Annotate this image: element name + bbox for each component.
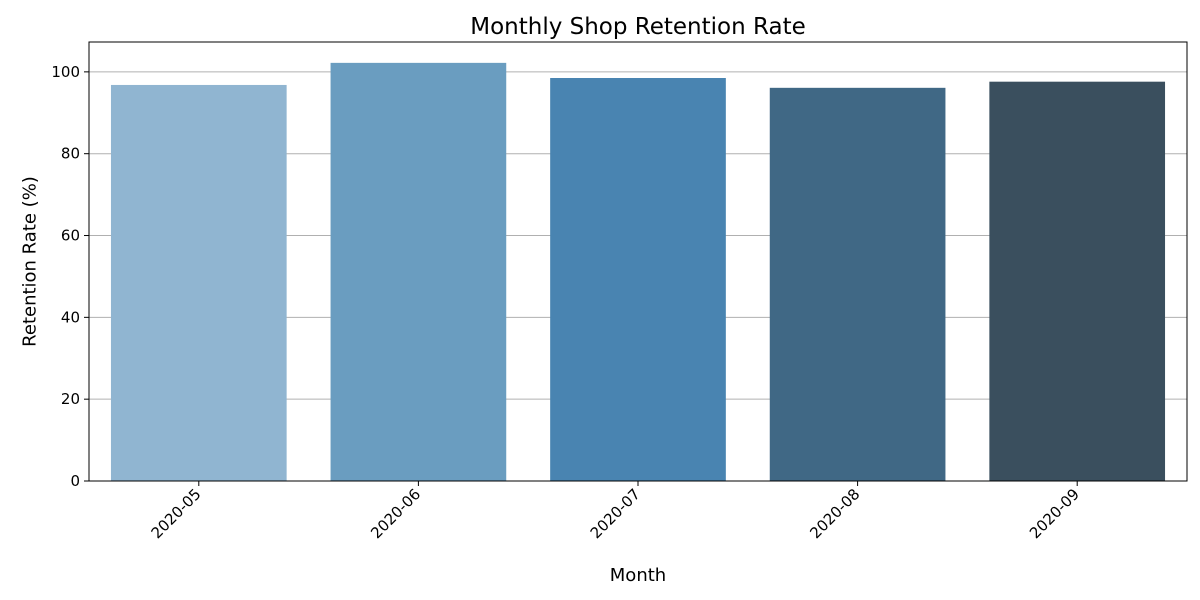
x-axis-title: Month (610, 565, 666, 586)
y-tick-label: 0 (70, 472, 80, 490)
y-axis-ticks: 0 20 40 60 80 100 (51, 63, 89, 490)
bar-2020-08 (769, 87, 946, 481)
y-tick-label: 20 (61, 390, 80, 408)
y-tick-label: 80 (61, 145, 80, 163)
bar-2020-06 (330, 62, 507, 482)
y-axis-title: Retention Rate (%) (20, 176, 41, 347)
chart-title: Monthly Shop Retention Rate (470, 14, 806, 40)
bar-2020-05 (110, 84, 287, 482)
x-tick-label: 2020-07 (587, 485, 644, 542)
y-tick-label: 40 (61, 308, 80, 326)
x-tick-label: 2020-06 (367, 485, 424, 542)
y-tick-label: 60 (61, 227, 80, 245)
x-tick-label: 2020-05 (148, 485, 205, 542)
x-tick-label: 2020-09 (1026, 485, 1083, 542)
x-tick-label: 2020-08 (806, 485, 863, 542)
y-tick-label: 100 (51, 63, 80, 81)
x-axis-ticks: 2020-05 2020-06 2020-07 2020-08 2020-09 (148, 481, 1083, 542)
bar-2020-07 (550, 78, 726, 482)
bar-2020-09 (989, 81, 1166, 482)
bars (110, 62, 1166, 482)
